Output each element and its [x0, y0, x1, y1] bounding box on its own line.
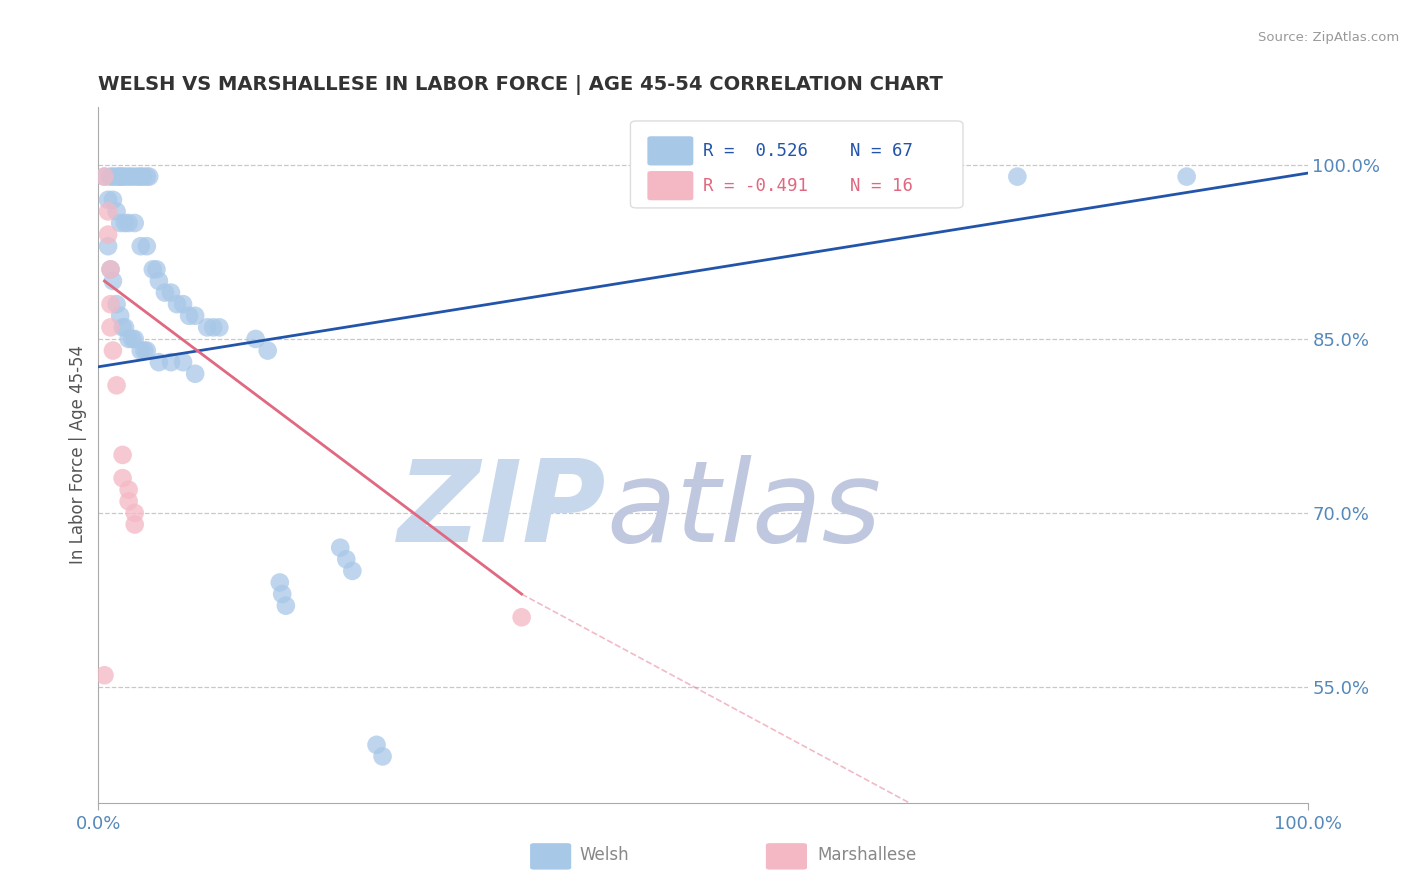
Point [114, 216, 136, 230]
Point [366, 738, 388, 752]
Point [100, 320, 122, 334]
Point [114, 169, 136, 184]
Point [97, 239, 120, 253]
Point [118, 483, 141, 497]
FancyBboxPatch shape [647, 171, 693, 201]
Point [111, 471, 134, 485]
Point [97, 193, 120, 207]
Point [124, 506, 146, 520]
Point [145, 262, 167, 277]
Point [100, 262, 122, 277]
Point [153, 285, 176, 300]
Point [93, 169, 115, 184]
Point [129, 169, 152, 184]
Point [111, 448, 134, 462]
Point [166, 297, 188, 311]
Point [127, 169, 149, 184]
FancyBboxPatch shape [647, 136, 693, 166]
Point [100, 169, 122, 184]
Point [135, 169, 157, 184]
Point [129, 239, 152, 253]
Point [148, 355, 170, 369]
FancyBboxPatch shape [630, 121, 963, 208]
Point [160, 285, 183, 300]
Text: R = -0.491    N = 16: R = -0.491 N = 16 [703, 177, 912, 194]
Point [118, 494, 141, 508]
Point [1007, 169, 1029, 184]
Point [172, 297, 194, 311]
Point [124, 517, 146, 532]
Text: Marshallese: Marshallese [818, 846, 917, 864]
Point [121, 332, 143, 346]
Point [124, 332, 146, 346]
Point [129, 343, 152, 358]
Point [93, 668, 115, 682]
Point [118, 332, 141, 346]
Point [105, 169, 128, 184]
Point [138, 169, 160, 184]
Point [105, 204, 128, 219]
Point [101, 193, 124, 207]
Point [1175, 169, 1198, 184]
Point [256, 343, 278, 358]
Text: atlas: atlas [606, 455, 882, 566]
Point [148, 274, 170, 288]
Point [97, 204, 120, 219]
Point [105, 297, 128, 311]
Point [274, 599, 297, 613]
Point [208, 320, 231, 334]
Point [135, 239, 157, 253]
Point [100, 262, 122, 277]
Point [184, 367, 207, 381]
Point [118, 216, 141, 230]
FancyBboxPatch shape [530, 843, 571, 870]
Point [93, 169, 115, 184]
Point [271, 587, 294, 601]
Point [108, 216, 131, 230]
Point [101, 343, 124, 358]
FancyBboxPatch shape [766, 843, 807, 870]
Point [124, 169, 146, 184]
Point [120, 169, 142, 184]
Point [134, 343, 156, 358]
Point [135, 343, 157, 358]
Point [172, 355, 194, 369]
Point [813, 169, 835, 184]
Point [97, 227, 120, 242]
Point [202, 320, 225, 334]
Point [105, 378, 128, 392]
Point [132, 169, 155, 184]
Point [329, 541, 352, 555]
Point [245, 332, 267, 346]
Point [114, 320, 136, 334]
Point [269, 575, 291, 590]
Point [179, 309, 201, 323]
Point [142, 262, 165, 277]
Point [342, 564, 364, 578]
Point [111, 169, 134, 184]
Text: R =  0.526    N = 67: R = 0.526 N = 67 [703, 142, 912, 160]
Point [184, 309, 207, 323]
Text: Welsh: Welsh [579, 846, 630, 864]
Point [195, 320, 218, 334]
Text: ZIP: ZIP [398, 455, 606, 566]
Point [371, 749, 394, 764]
Point [335, 552, 357, 566]
Point [510, 610, 533, 624]
Point [111, 320, 134, 334]
Point [108, 309, 131, 323]
Text: Source: ZipAtlas.com: Source: ZipAtlas.com [1258, 31, 1399, 45]
Point [160, 355, 183, 369]
Y-axis label: In Labor Force | Age 45-54: In Labor Force | Age 45-54 [69, 345, 87, 565]
Text: WELSH VS MARSHALLESE IN LABOR FORCE | AGE 45-54 CORRELATION CHART: WELSH VS MARSHALLESE IN LABOR FORCE | AG… [98, 75, 943, 95]
Point [118, 169, 141, 184]
Point [108, 169, 131, 184]
Point [124, 216, 146, 230]
Point [100, 297, 122, 311]
Point [101, 274, 124, 288]
Point [101, 169, 124, 184]
Point [108, 169, 131, 184]
